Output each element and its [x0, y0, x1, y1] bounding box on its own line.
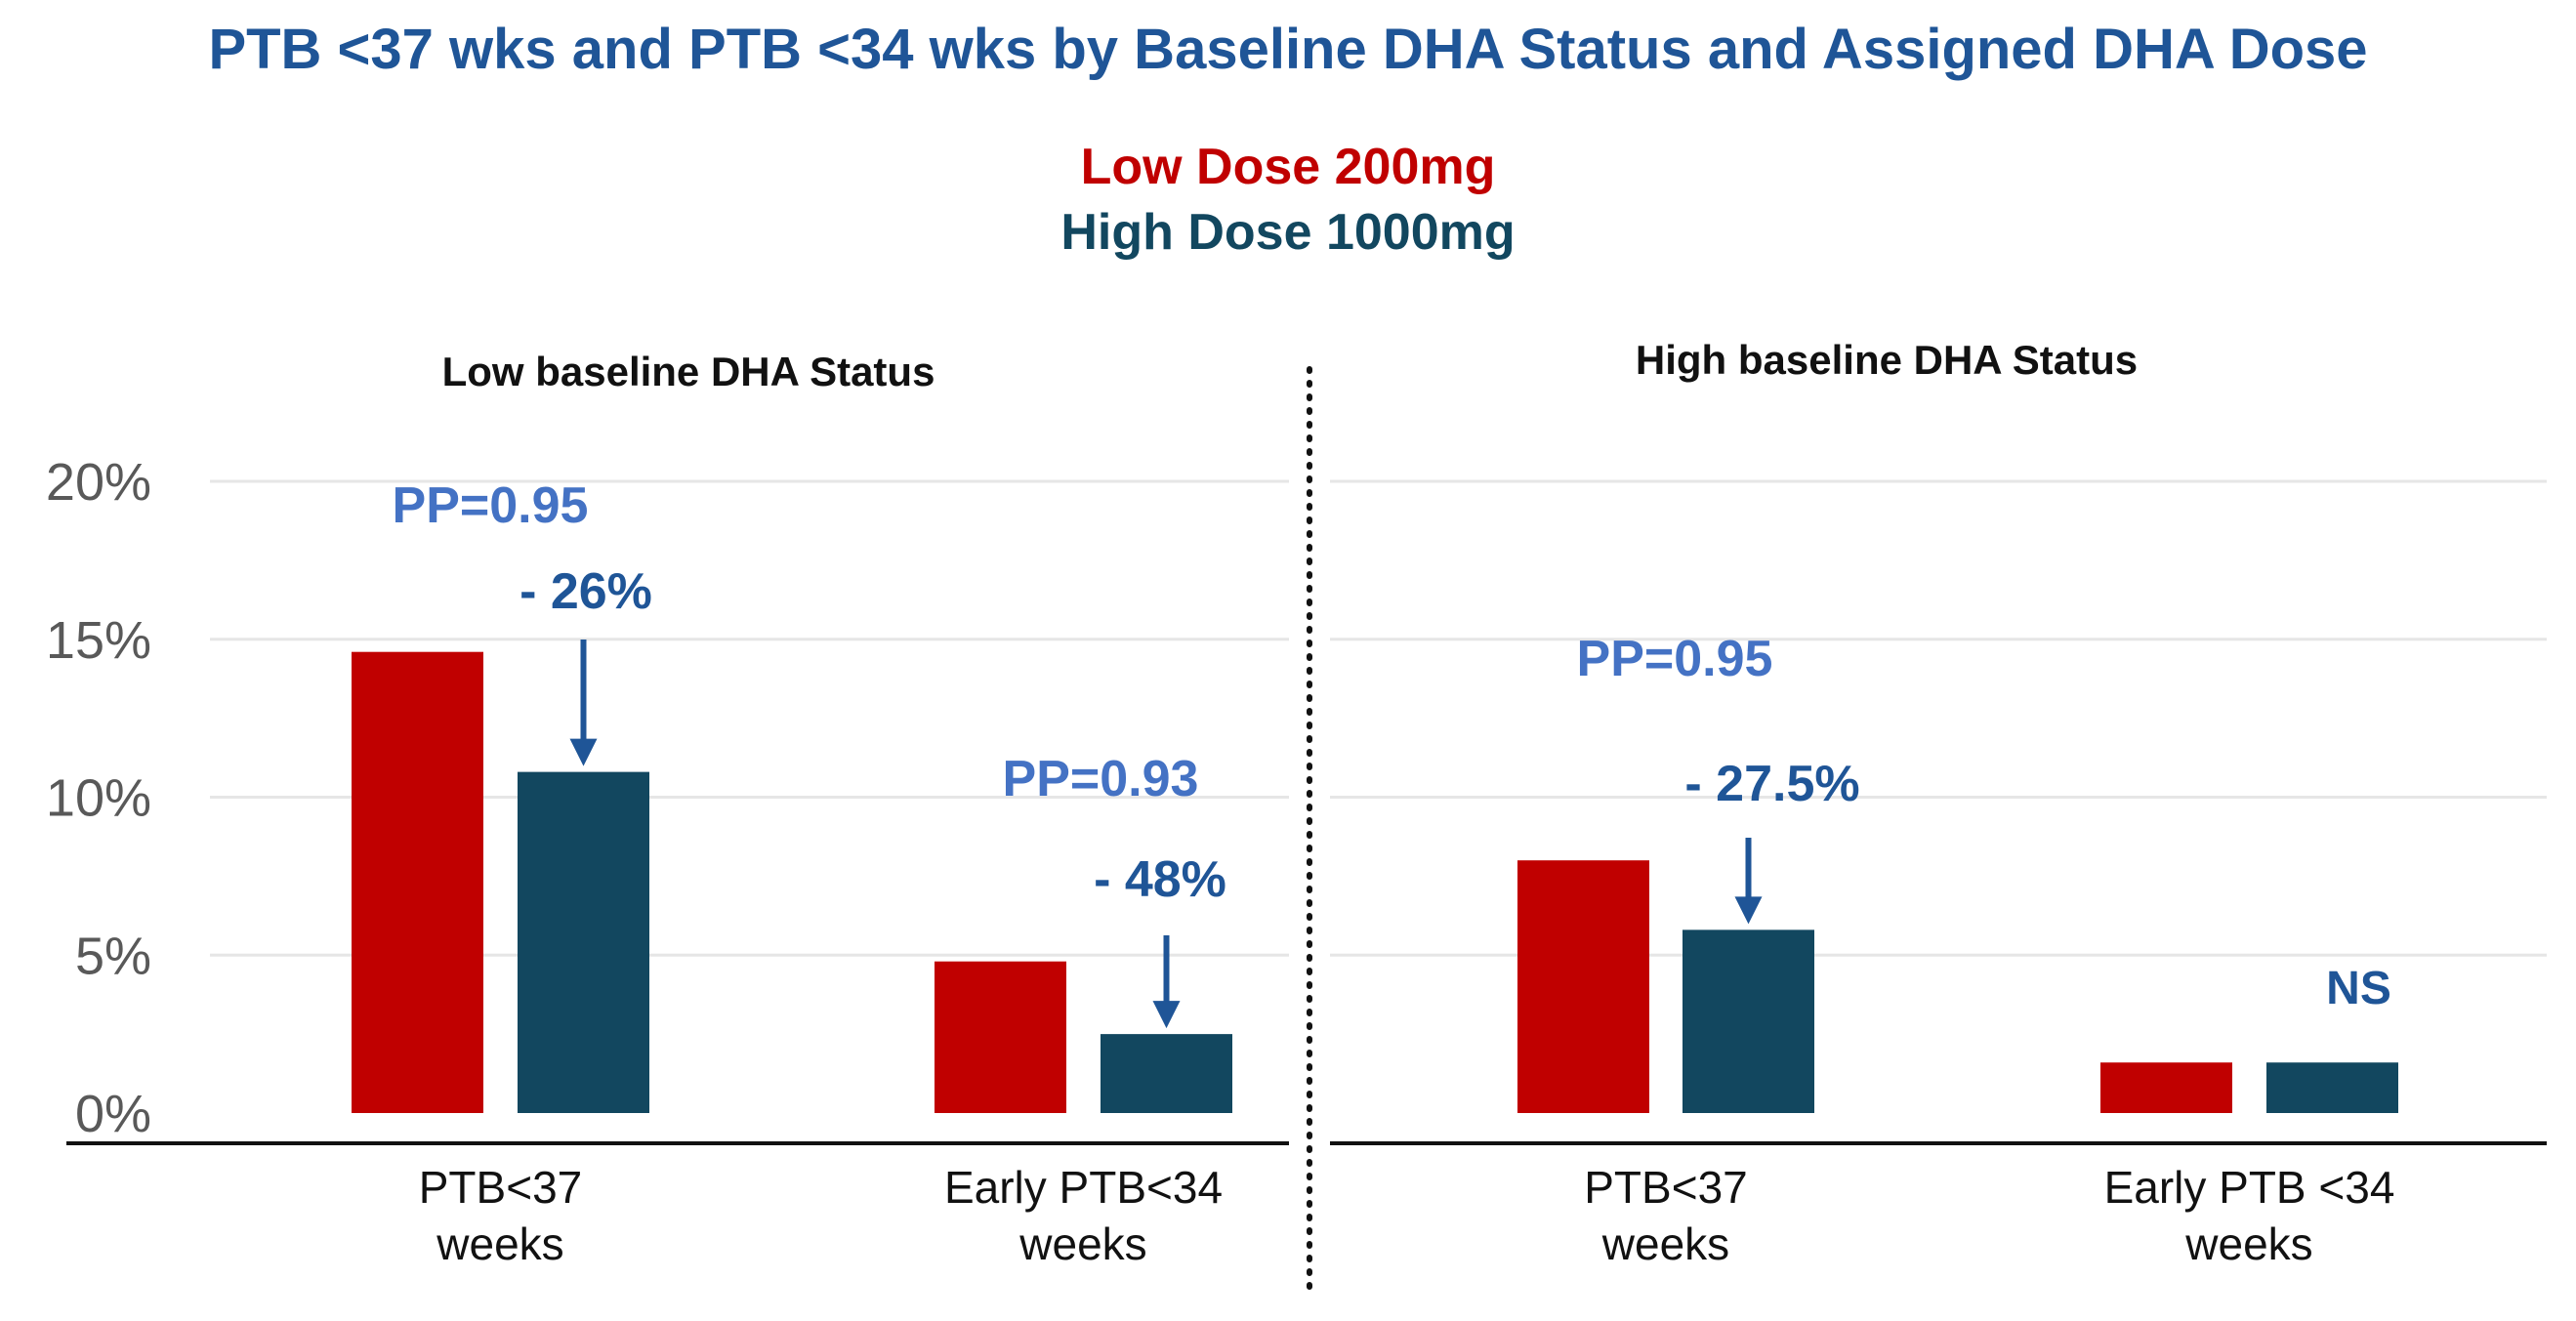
panel-title-high-baseline: High baseline DHA Status — [1636, 337, 2138, 383]
pp-label: PP=0.93 — [1003, 751, 1199, 807]
bar-high-dose — [1683, 929, 1814, 1113]
category-label: weeks — [436, 1218, 563, 1269]
y-tick-label: 20% — [46, 453, 151, 512]
bar-low-dose — [935, 961, 1066, 1113]
panel-title-low-baseline: Low baseline DHA Status — [442, 349, 935, 394]
y-tick-label: 5% — [75, 927, 151, 985]
ns-label: NS — [2326, 963, 2391, 1014]
bar-high-dose — [2266, 1062, 2398, 1113]
percent-change-label: - 26% — [519, 563, 652, 620]
percent-change-label: - 48% — [1094, 851, 1226, 908]
pp-label: PP=0.95 — [1577, 631, 1773, 687]
bar-high-dose — [518, 771, 649, 1113]
category-label: Early PTB<34 — [944, 1162, 1223, 1213]
category-label: weeks — [1601, 1218, 1729, 1269]
legend-low-dose: Low Dose 200mg — [1081, 139, 1496, 195]
bar-high-dose — [1101, 1034, 1232, 1113]
arrow-head-icon — [1734, 896, 1763, 925]
category-label: weeks — [2184, 1218, 2312, 1269]
y-tick-label: 15% — [46, 611, 151, 670]
category-label: weeks — [1018, 1218, 1146, 1269]
percent-change-label: - 27.5% — [1684, 756, 1859, 812]
chart-title: PTB <37 wks and PTB <34 wks by Baseline … — [208, 18, 2367, 81]
bar-low-dose — [1517, 860, 1649, 1113]
arrow-head-icon — [569, 738, 598, 766]
bar-low-dose — [352, 651, 483, 1113]
category-label: Early PTB <34 — [2104, 1162, 2395, 1213]
category-label: PTB<37 — [1584, 1162, 1748, 1213]
y-tick-label: 0% — [75, 1085, 151, 1143]
arrow-head-icon — [1152, 1001, 1181, 1029]
y-tick-label: 10% — [46, 769, 151, 828]
category-label: PTB<37 — [419, 1162, 583, 1213]
legend-high-dose: High Dose 1000mg — [1060, 204, 1515, 261]
bar-low-dose — [2100, 1062, 2232, 1113]
pp-label: PP=0.95 — [393, 477, 589, 534]
